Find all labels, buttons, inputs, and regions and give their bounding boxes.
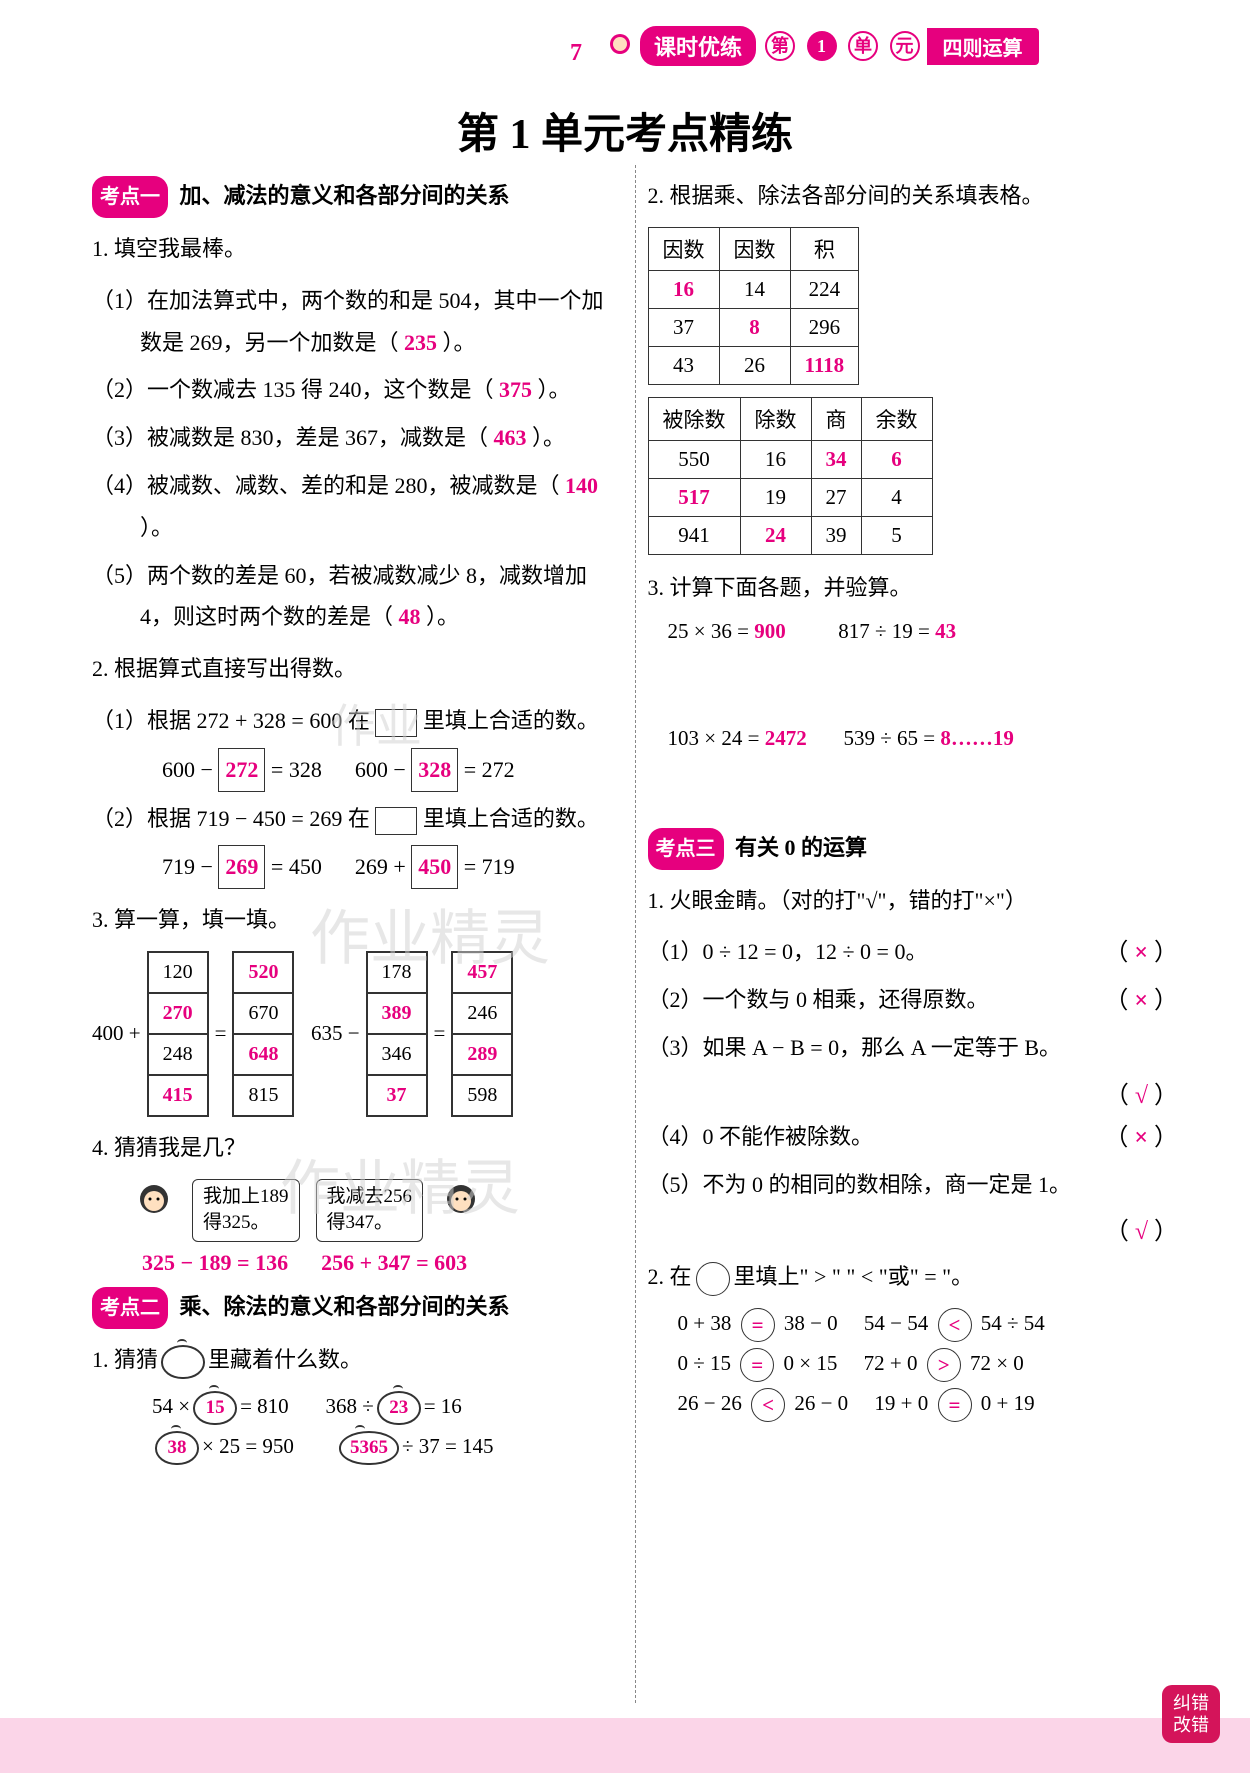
speech-bubble: 我减去256得347。 xyxy=(316,1179,424,1242)
question-title: 2. 根据乘、除法各部分间的关系填表格。 xyxy=(648,175,1179,217)
solution-line: 325 − 189 = 136 256 + 347 = 603 xyxy=(92,1250,623,1276)
girl-icon xyxy=(132,1179,176,1231)
main-title: 第 1 单元考点精练 xyxy=(0,100,1250,161)
question-title: 3. 算一算，填一填。 xyxy=(92,899,623,941)
question-title: 1. 火眼金睛。（对的打"√"，错的打"×"） xyxy=(648,880,1179,922)
equation-line: 719 − 269 = 450 269 + 450 = 719 xyxy=(92,845,623,889)
question-title: 2. 根据算式直接写出得数。 xyxy=(92,648,623,690)
tf-item: （3）如果 A − B = 0，那么 A 一定等于 B。 xyxy=(648,1027,1179,1069)
equation-line: 600 − 272 = 328 600 − 328 = 272 xyxy=(92,748,623,792)
kaodian-tag: 考点二 xyxy=(92,1287,168,1329)
compare-line: 0 + 38 = 38 − 0 54 − 54 < 54 ÷ 54 xyxy=(648,1308,1179,1342)
equation-line: 103 × 24 = 2472 539 ÷ 65 = 8……19 xyxy=(648,726,1179,751)
tf-item: （5）不为 0 的相同的数相除，商一定是 1。 xyxy=(648,1164,1179,1206)
question-item: （4）被减数、减数、差的和是 280，被减数是（ 140 ）。 xyxy=(92,465,623,549)
compare-line: 0 ÷ 15 = 0 × 15 72 + 0 > 72 × 0 xyxy=(648,1348,1179,1382)
multiplication-table: 因数因数积161422437829643261118 xyxy=(648,227,860,385)
unit-char: 单 xyxy=(848,31,878,61)
correction-stamp: 纠错改错 xyxy=(1162,1685,1220,1743)
question-item: （2）根据 719 − 450 = 269 在 里填上合适的数。 xyxy=(92,798,623,840)
calc-grid-row: 400 + 120270248415 = 520670648815 635 − … xyxy=(92,951,623,1117)
question-title: 4. 猜猜我是几？ xyxy=(92,1127,623,1169)
page-number: 7 xyxy=(570,40,582,67)
equation-line: 25 × 36 = 900 817 ÷ 19 = 43 xyxy=(648,619,1179,644)
compare-line: 26 − 26 < 26 − 0 19 + 0 = 0 + 19 xyxy=(648,1388,1179,1422)
speech-row: 我加上189得325。 我减去256得347。 xyxy=(92,1179,623,1242)
left-column: 考点一 加、减法的意义和各部分间的关系 1. 填空我最棒。 （1）在加法算式中，… xyxy=(80,165,636,1703)
question-title: 1. 猜猜里藏着什么数。 xyxy=(92,1339,623,1381)
kaodian-heading: 考点三 有关 0 的运算 xyxy=(648,827,1179,870)
question-item: （5）两个数的差是 60，若被减数减少 8，减数增加 4，则这时两个数的差是（ … xyxy=(92,555,623,639)
footer-band xyxy=(0,1718,1250,1773)
kaodian-tag: 考点一 xyxy=(92,176,168,218)
question-item: （3）被减数是 830，差是 367，减数是（ 463 ）。 xyxy=(92,417,623,459)
topic-badge: 四则运算 xyxy=(927,28,1039,65)
question-item: （1）根据 272 + 328 = 600 在 里填上合适的数。 xyxy=(92,700,623,742)
equation-line: 38× 25 = 950 5365÷ 37 = 145 xyxy=(92,1431,623,1465)
question-item: （1）在加法算式中，两个数的和是 504，其中一个加数是 269，另一个加数是（… xyxy=(92,280,623,364)
kaodian-heading: 考点一 加、减法的意义和各部分间的关系 xyxy=(92,175,623,218)
tf-item: （4）0 不能作被除数。（ × ） xyxy=(648,1116,1179,1158)
unit-char: 第 xyxy=(765,31,795,61)
kaodian-heading: 考点二 乘、除法的意义和各部分间的关系 xyxy=(92,1286,623,1329)
unit-char: 元 xyxy=(890,31,920,61)
equation-line: 54 ×15= 810 368 ÷23= 16 xyxy=(92,1391,623,1425)
girl-icon xyxy=(439,1179,483,1231)
division-table: 被除数除数商余数550163465171927494124395 xyxy=(648,397,933,555)
header-banner: 课时优练 第 1 单 元 四则运算 xyxy=(600,25,1210,67)
unit-num: 1 xyxy=(807,31,837,61)
tf-item: （2）一个数与 0 相乘，还得原数。（ × ） xyxy=(648,979,1179,1021)
question-item: （2）一个数减去 135 得 240，这个数是（ 375 ）。 xyxy=(92,369,623,411)
kaodian-tag: 考点三 xyxy=(648,828,724,870)
mascot-icon xyxy=(600,26,640,66)
question-title: 3. 计算下面各题，并验算。 xyxy=(648,567,1179,609)
right-column: 2. 根据乘、除法各部分间的关系填表格。 因数因数积16142243782964… xyxy=(636,165,1191,1703)
speech-bubble: 我加上189得325。 xyxy=(192,1179,300,1242)
lesson-badge: 课时优练 xyxy=(640,26,756,66)
tf-item: （1）0 ÷ 12 = 0，12 ÷ 0 = 0。（ × ） xyxy=(648,931,1179,973)
question-title: 2. 在里填上" > " " < "或" = "。 xyxy=(648,1256,1179,1298)
question-title: 1. 填空我最棒。 xyxy=(92,228,623,270)
